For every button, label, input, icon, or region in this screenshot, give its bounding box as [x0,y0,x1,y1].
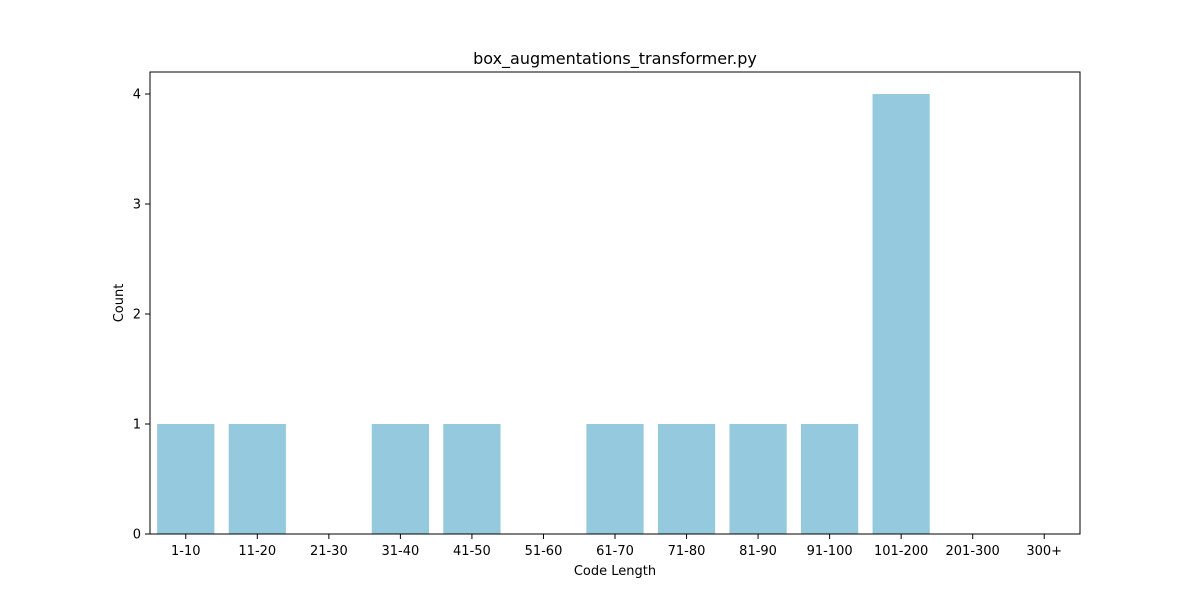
x-tick-label: 81-90 [739,544,777,559]
x-tick-label: 11-20 [238,544,276,559]
x-tick-label: 201-300 [946,544,1000,559]
y-tick-label: 2 [133,308,141,323]
x-axis-label: Code Length [574,564,656,579]
bar-71-80 [657,424,716,534]
y-axis-label: Count [112,284,127,323]
x-tick-label: 71-80 [668,544,706,559]
y-axis: 0 1 2 3 4 [133,88,150,543]
bar-1-10 [157,424,215,534]
bar-11-20 [228,424,286,534]
y-tick-label: 4 [133,88,141,103]
x-axis: 1-10 11-20 21-30 31-40 41-50 51-60 61-70 71-80 8… [171,534,1062,559]
y-tick-label: 0 [133,528,141,543]
x-tick-label: 21-30 [310,544,348,559]
x-tick-label: 1-10 [171,544,201,559]
bar-61-70 [586,424,644,534]
y-tick-label: 1 [133,418,141,433]
x-tick-label: 300+ [1026,544,1062,559]
bar-41-50 [443,424,501,534]
x-tick-label: 91-100 [807,544,853,559]
bar-31-40 [371,424,429,534]
chart-title: box_augmentations_transformer.py [473,49,757,69]
x-tick-label: 61-70 [596,544,634,559]
bar-81-90 [729,424,787,534]
x-tick-label: 101-200 [874,544,928,559]
x-tick-label: 51-60 [525,544,563,559]
x-tick-label: 41-50 [453,544,491,559]
bar-91-100 [801,424,859,534]
x-tick-label: 31-40 [381,544,419,559]
bar-101-200 [872,94,930,534]
bars-layer [157,94,930,534]
y-tick-label: 3 [133,198,141,213]
